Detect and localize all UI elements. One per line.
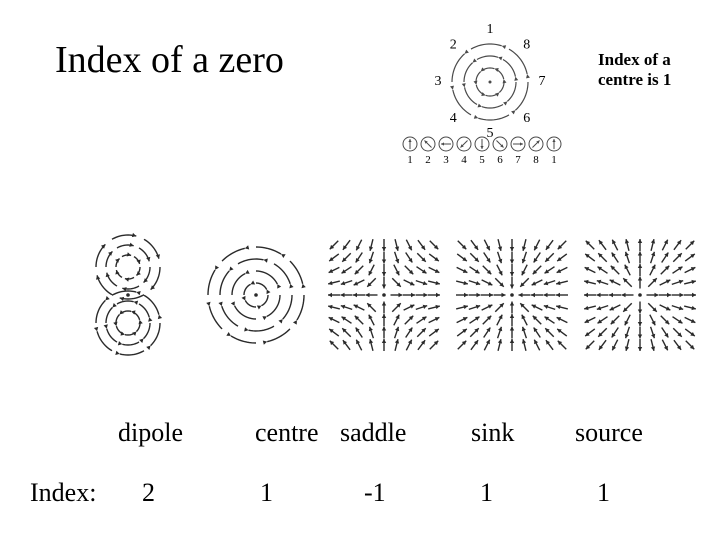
index-dipole: 2: [142, 478, 155, 508]
svg-text:2: 2: [450, 37, 457, 52]
vf-dipole: [70, 230, 186, 360]
vf-saddle: [326, 230, 442, 360]
index-title: Index:: [30, 478, 96, 508]
svg-text:2: 2: [425, 154, 431, 166]
page: Index of a zero Index of a centre is 1 1…: [0, 0, 720, 540]
label-dipole: dipole: [118, 418, 183, 448]
svg-text:4: 4: [450, 111, 457, 126]
centre-index-diagram: 18765432: [400, 20, 580, 140]
vf-sink: [454, 230, 570, 360]
label-centre: centre: [255, 418, 319, 448]
svg-text:4: 4: [461, 154, 467, 166]
label-sink: sink: [471, 418, 514, 448]
svg-text:8: 8: [533, 154, 539, 166]
arrow-direction-row: 123456781: [400, 130, 580, 180]
svg-text:6: 6: [523, 111, 530, 126]
label-source: source: [575, 418, 643, 448]
index-sink: 1: [480, 478, 493, 508]
svg-text:1: 1: [407, 154, 413, 166]
note-line-2: centre is 1: [598, 70, 671, 89]
svg-text:3: 3: [443, 154, 449, 166]
svg-text:7: 7: [539, 74, 546, 89]
svg-text:1: 1: [551, 154, 557, 166]
svg-text:3: 3: [435, 74, 442, 89]
svg-text:8: 8: [523, 37, 530, 52]
note-line-1: Index of a: [598, 50, 671, 69]
svg-text:1: 1: [487, 22, 494, 37]
page-title: Index of a zero: [55, 38, 284, 82]
vf-centre: [198, 230, 314, 360]
index-source: 1: [597, 478, 610, 508]
svg-text:5: 5: [479, 154, 485, 166]
vf-source: [582, 230, 698, 360]
svg-text:7: 7: [515, 154, 521, 166]
index-saddle: -1: [364, 478, 386, 508]
index-centre: 1: [260, 478, 273, 508]
vector-field-row: [70, 230, 698, 360]
label-saddle: saddle: [340, 418, 406, 448]
svg-text:6: 6: [497, 154, 503, 166]
top-note: Index of a centre is 1: [598, 50, 698, 89]
